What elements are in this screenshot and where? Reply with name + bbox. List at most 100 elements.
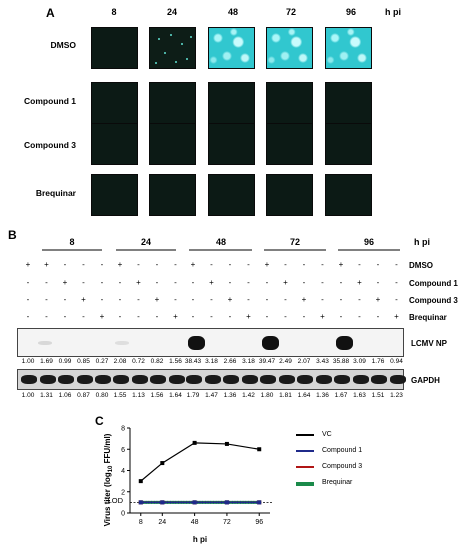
treatment-sign: - [82,312,85,321]
legend-swatch-3 [296,482,314,486]
treatment-sign: + [246,312,251,321]
treatment-sign: - [155,312,159,321]
gapdh-band [334,375,350,384]
treatment-sign: - [118,312,122,321]
legend-swatch-2 [296,466,314,468]
gapdh-band [260,375,276,384]
treatment-sign: - [210,312,213,321]
np-blot-label: LCMV NP [411,339,447,348]
treatment-sign: - [376,278,380,287]
lcmv-np-blot [17,328,404,357]
treatment-sign: - [63,260,67,269]
treatment-sign: - [137,295,140,304]
treatment-sign: - [376,260,380,269]
treatment-sign: - [302,260,306,269]
gapdh-band [297,375,313,384]
treatment-sign: - [358,260,361,269]
treatment-sign: - [247,260,250,269]
gapdh-value: 1.13 [132,392,145,399]
panel-b-time-8: 8 [69,237,75,247]
treatment-sign: - [265,312,269,321]
x-tick-label: 96 [255,519,263,526]
treatment-sign: - [100,295,104,304]
np-band-dmso-48 [188,336,205,350]
gapdh-value: 1.79 [186,392,200,399]
treatment-sign: - [100,278,104,287]
micrograph-compound3-24 [149,123,196,165]
micrograph-compound3-48 [208,123,255,165]
treatment-sign: - [174,260,177,269]
np-band-dmso-72 [262,336,279,350]
micrograph-dmso-24 [149,27,196,69]
panel-b-unit: h pi [414,237,430,247]
treatment-sign: - [210,295,213,304]
treatment-sign: - [174,278,177,287]
panel-b-letter: B [8,228,17,242]
treatment-sign: - [26,278,30,287]
panel-b-group-lines [42,249,400,251]
np-value: 38.43 [184,358,202,365]
gapdh-value: 1.64 [169,392,182,399]
treatment-sign: - [82,278,85,287]
treatment-sign: - [321,295,324,304]
gapdh-value: 1.64 [297,392,311,399]
treatment-sign: + [190,260,196,269]
treatment-sign: - [228,312,232,321]
np-value: 2.07 [297,358,311,365]
treatment-sign: - [26,295,30,304]
gapdh-value: 1.42 [242,392,255,399]
treatment-sign: + [81,295,86,304]
treatment-sign: - [82,260,85,269]
treatment-sign: - [210,260,213,269]
gapdh-band [241,375,258,384]
data-point [138,479,143,484]
micrograph-brequinar-8 [91,174,138,216]
treatment-sign: - [191,278,195,287]
treatment-sign: + [338,260,344,269]
treatment-sign: - [26,312,30,321]
x-tick-label: 8 [139,519,143,526]
treatment-sign: - [155,260,159,269]
gapdh-band [223,375,239,384]
treatment-sign: + [136,278,141,287]
np-value: 3.43 [316,358,329,365]
y-axis-label: Virus titer (log10 FFU/ml) [103,433,114,526]
np-value: 1.69 [40,358,53,365]
treatment-sign: - [247,295,250,304]
treatment-sign: - [174,295,177,304]
treatment-sign: - [358,312,361,321]
treatment-sign: - [45,312,48,321]
gapdh-band [278,375,295,384]
np-value: 2.49 [279,358,292,365]
np-band-dmso-8 [38,341,52,345]
np-value: 0.99 [58,358,72,365]
treatment-sign: - [191,295,195,304]
treatment-sign: - [339,312,343,321]
treatment-sign: - [228,260,232,269]
treatment-sign: - [321,260,324,269]
micrograph-compound3-8 [91,123,138,165]
gapdh-value: 1.36 [316,392,329,399]
micrograph-brequinar-96 [325,174,372,216]
treatment-sign: - [284,295,287,304]
micrograph-dmso-8 [91,27,138,69]
np-value: 0.94 [390,358,403,365]
np-value: 35.88 [332,358,350,365]
x-axis-label: h pi [193,535,207,544]
np-value: 2.08 [113,358,127,365]
panel-a-time-8: 8 [111,7,117,17]
gapdh-value: 1.80 [260,392,274,399]
gapdh-value: 1.31 [40,392,53,399]
panel-b-time-72: 72 [289,237,300,247]
treatment-sign: - [155,278,159,287]
treatment-sign: - [63,295,67,304]
data-point [257,447,262,452]
treatment-sign: - [395,295,398,304]
treatment-sign: - [302,312,306,321]
panel-a-letter: A [46,6,55,20]
panel-b-time-24: 24 [140,237,151,247]
gapdh-blot-label: GAPDH [411,376,440,385]
gapdh-band [113,375,129,384]
treatment-sign: + [357,278,362,287]
